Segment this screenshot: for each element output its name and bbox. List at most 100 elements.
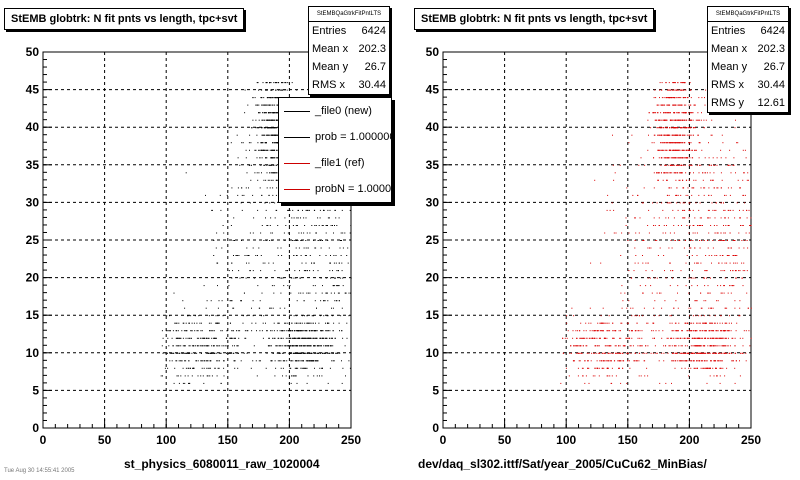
scatter-point xyxy=(726,255,728,256)
scatter-point xyxy=(708,164,710,166)
scatter-point xyxy=(314,337,316,339)
scatter-point xyxy=(190,315,192,317)
scatter-point xyxy=(241,142,243,144)
scatter-point xyxy=(688,277,690,279)
scatter-point xyxy=(299,270,300,272)
scatter-point xyxy=(722,337,724,339)
stats-label: Entries xyxy=(312,25,347,37)
scatter-point xyxy=(337,270,339,272)
scatter-point xyxy=(223,232,225,234)
scatter-point xyxy=(206,300,208,302)
scatter-point xyxy=(663,360,665,362)
scatter-point xyxy=(325,225,327,226)
scatter-point xyxy=(639,217,641,219)
scatter-point xyxy=(653,322,655,324)
scatter-point xyxy=(296,217,298,219)
scatter-point xyxy=(319,352,321,354)
scatter-point xyxy=(634,315,636,317)
scatter-point xyxy=(635,360,637,362)
scatter-point xyxy=(594,367,596,369)
scatter-point xyxy=(740,187,741,189)
scatter-point xyxy=(720,352,722,354)
scatter-point xyxy=(691,255,693,256)
stats-box: StEMBQaGtrkFitPntLTS Entries 6424 Mean x… xyxy=(707,6,789,113)
scatter-point xyxy=(195,345,197,347)
scatter-point xyxy=(686,360,688,362)
scatter-point xyxy=(594,375,596,377)
footer-timestamp: Tue Aug 30 14:55:41 2005 xyxy=(4,468,75,474)
scatter-point xyxy=(577,375,579,377)
scatter-point xyxy=(300,255,302,256)
scatter-point xyxy=(580,322,582,324)
scatter-point xyxy=(625,217,627,219)
scatter-point xyxy=(213,345,214,347)
scatter-point xyxy=(678,112,680,114)
scatter-point xyxy=(727,330,729,332)
scatter-point xyxy=(168,345,170,347)
scatter-point xyxy=(270,330,272,332)
scatter-point xyxy=(265,367,267,369)
scatter-point xyxy=(305,270,307,272)
scatter-point xyxy=(618,352,620,354)
scatter-point xyxy=(712,330,714,332)
scatter-point xyxy=(317,217,319,219)
scatter-point xyxy=(208,315,210,317)
scatter-point xyxy=(262,134,264,136)
scatter-point xyxy=(237,367,239,369)
scatter-point xyxy=(621,352,623,354)
scatter-point xyxy=(675,345,677,347)
scatter-point xyxy=(703,315,705,317)
scatter-point xyxy=(667,89,669,91)
scatter-point xyxy=(325,292,327,294)
scatter-point xyxy=(651,330,653,332)
scatter-point xyxy=(742,209,744,211)
scatter-point xyxy=(672,360,674,362)
scatter-point xyxy=(693,367,695,369)
scatter-point xyxy=(663,255,665,256)
scatter-point xyxy=(211,345,213,347)
scatter-point xyxy=(713,187,715,189)
scatter-point xyxy=(296,89,298,91)
scatter-point xyxy=(596,337,598,339)
scatter-point xyxy=(700,119,702,121)
scatter-point xyxy=(719,382,721,384)
scatter-point xyxy=(287,337,289,339)
scatter-point xyxy=(279,89,281,91)
scatter-point xyxy=(693,337,695,339)
scatter-point xyxy=(654,300,656,302)
scatter-point xyxy=(274,202,276,204)
scatter-point xyxy=(295,277,297,279)
scatter-point xyxy=(691,330,692,332)
scatter-point xyxy=(238,270,240,272)
scatter-point xyxy=(282,367,284,369)
scatter-point xyxy=(711,119,713,121)
scatter-point xyxy=(291,322,293,324)
scatter-point xyxy=(294,322,296,324)
scatter-point xyxy=(285,345,287,347)
scatter-point xyxy=(686,255,688,256)
scatter-point xyxy=(290,337,292,339)
stats-value: 6424 xyxy=(760,25,785,37)
scatter-point xyxy=(234,337,236,339)
scatter-point xyxy=(341,270,343,272)
scatter-point xyxy=(679,89,681,91)
scatter-point xyxy=(721,240,723,241)
scatter-point xyxy=(619,337,621,339)
scatter-point xyxy=(668,82,670,84)
scatter-point xyxy=(176,322,178,324)
scatter-point xyxy=(669,104,671,106)
scatter-point xyxy=(691,164,693,166)
scatter-point xyxy=(287,82,289,84)
scatter-point xyxy=(620,292,622,294)
scatter-point xyxy=(724,330,725,332)
scatter-point xyxy=(295,315,297,317)
scatter-point xyxy=(736,202,738,204)
scatter-point xyxy=(282,330,284,332)
scatter-point xyxy=(587,360,589,362)
scatter-point xyxy=(709,330,710,332)
scatter-point xyxy=(263,104,265,106)
scatter-point xyxy=(610,352,612,354)
scatter-point xyxy=(683,164,685,166)
scatter-point xyxy=(306,360,308,362)
scatter-point xyxy=(711,202,713,204)
